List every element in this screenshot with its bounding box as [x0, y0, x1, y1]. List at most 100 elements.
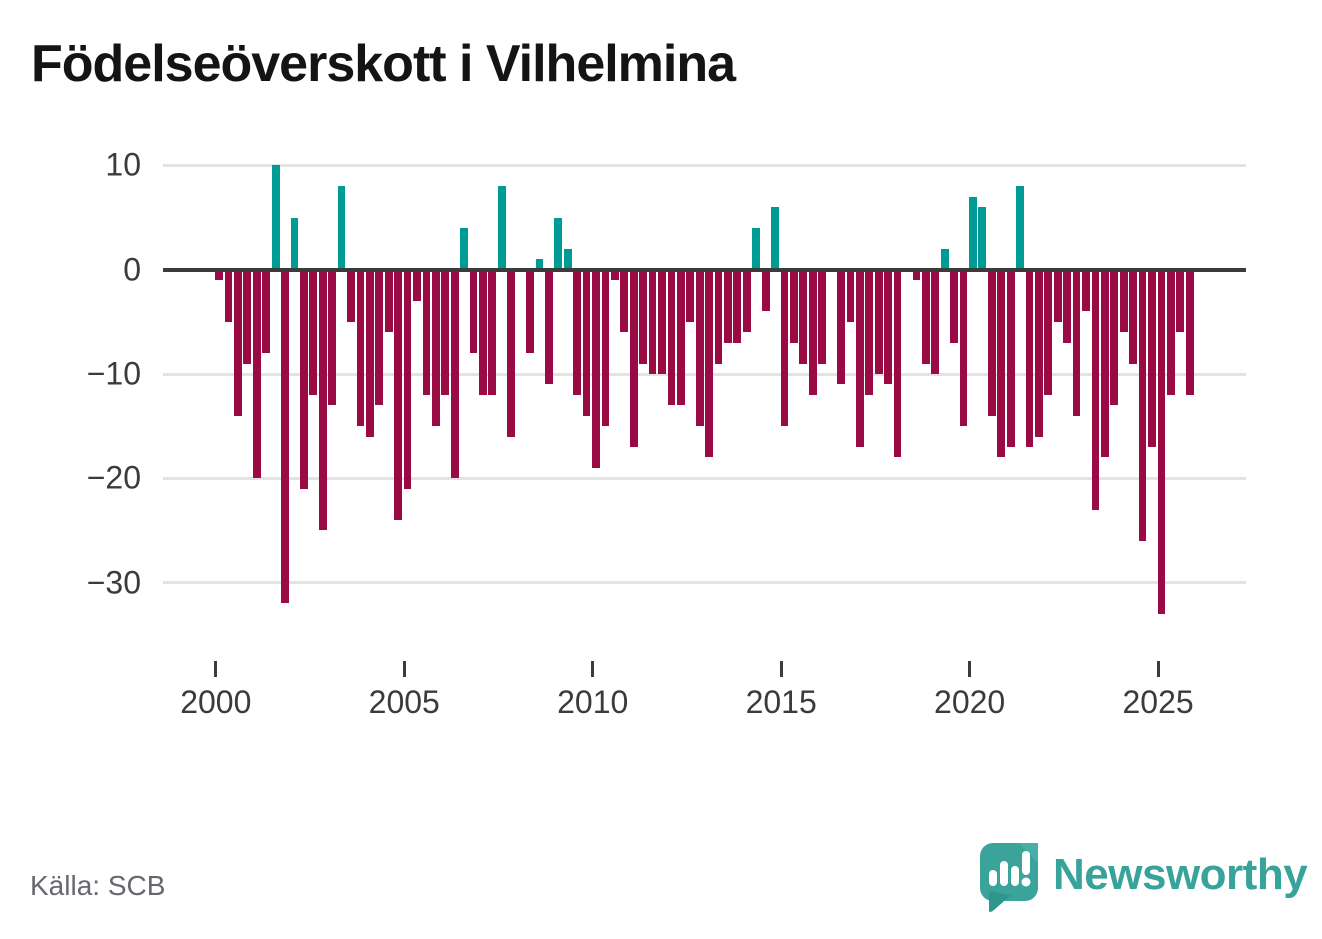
bar-2008-Q2 [526, 269, 534, 354]
bar-2004-Q2 [375, 269, 384, 406]
bar-2011-Q2 [639, 269, 648, 364]
bar-2005-Q2 [413, 269, 421, 301]
chart-title: Födelseöverskott i Vilhelmina [31, 35, 736, 93]
bar-2003-Q3 [347, 269, 355, 322]
bar-2018-Q3 [912, 269, 921, 281]
bar-2000-Q1 [215, 269, 223, 281]
bar-2009-Q1 [554, 217, 563, 270]
source-caption: Källa: SCB [30, 870, 166, 901]
y-axis-label--20: −20 [86, 459, 141, 496]
newsworthy-logo-icon: Newsworthy [980, 843, 1309, 912]
bar-2010-Q2 [601, 269, 610, 427]
bar-2015-Q4 [808, 269, 817, 395]
bar-2016-Q3 [837, 269, 845, 385]
bar-2014-Q3 [761, 269, 770, 312]
bar-2014-Q2 [752, 227, 761, 270]
bar-2007-Q1 [479, 269, 487, 395]
bar-2003-Q2 [337, 186, 346, 270]
bar-2021-Q3 [1025, 269, 1034, 447]
bar-2004-Q3 [384, 269, 393, 333]
bar-2013-Q3 [724, 269, 732, 343]
bar-2019-Q4 [959, 269, 968, 427]
bar-2006-Q1 [441, 269, 450, 395]
x-axis-tick-2015 [779, 661, 783, 677]
bar-2007-Q2 [488, 269, 497, 395]
bar-2012-Q1 [667, 269, 676, 406]
bar-2022-Q2 [1053, 269, 1062, 322]
x-axis-tick-2010 [591, 661, 595, 677]
bar-2025-Q2 [1166, 269, 1175, 395]
bar-2015-Q1 [780, 269, 789, 427]
bar-2006-Q4 [469, 269, 478, 354]
bar-2006-Q3 [460, 227, 468, 270]
bar-2021-Q1 [1006, 269, 1015, 447]
bar-2006-Q2 [450, 269, 459, 479]
bar-2008-Q3 [535, 259, 544, 270]
bar-2000-Q4 [243, 269, 252, 364]
bar-2019-Q3 [950, 269, 958, 343]
bar-2005-Q4 [431, 269, 440, 427]
x-axis-tick-2020 [968, 661, 972, 677]
bar-2018-Q1 [893, 269, 902, 458]
bar-2000-Q2 [224, 269, 233, 322]
y-axis-label-10: 10 [105, 146, 141, 183]
bar-2019-Q2 [940, 248, 949, 270]
bar-2011-Q3 [648, 269, 657, 374]
bar-2020-Q1 [969, 196, 977, 270]
bar-2011-Q4 [658, 269, 666, 374]
x-axis-label-2010: 2010 [557, 684, 629, 720]
bar-2007-Q3 [497, 186, 506, 270]
bar-2024-Q1 [1119, 269, 1128, 333]
bar-2022-Q3 [1063, 269, 1072, 343]
bar-2016-Q4 [846, 269, 855, 322]
bar-2009-Q4 [582, 269, 591, 416]
bar-2015-Q2 [790, 269, 798, 343]
x-axis-label-2015: 2015 [745, 684, 817, 720]
bar-2015-Q3 [799, 269, 808, 364]
y-axis-label-0: 0 [123, 251, 141, 288]
bar-2002-Q3 [309, 269, 318, 395]
bar-2007-Q4 [507, 269, 516, 437]
bar-2017-Q2 [865, 269, 874, 395]
y-axis-label--10: −10 [86, 355, 141, 392]
bar-2013-Q4 [733, 269, 742, 343]
bar-2021-Q4 [1035, 269, 1043, 437]
bar-2005-Q3 [422, 269, 431, 395]
bar-2001-Q1 [252, 269, 261, 479]
x-axis-tick-2000 [214, 661, 218, 677]
bar-2003-Q4 [356, 269, 365, 427]
bar-2025-Q3 [1176, 269, 1185, 333]
bar-2023-Q2 [1091, 269, 1100, 510]
x-axis-label-2000: 2000 [180, 684, 252, 720]
x-axis-label-2005: 2005 [368, 684, 440, 720]
bar-2009-Q2 [563, 248, 572, 270]
bar-2017-Q1 [855, 269, 864, 447]
zero-axis-line [163, 267, 1246, 272]
bar-2002-Q4 [318, 269, 327, 531]
x-axis-label-2025: 2025 [1122, 684, 1194, 720]
gridline-y-10 [163, 163, 1246, 167]
bar-2022-Q1 [1044, 269, 1053, 395]
bar-2010-Q1 [592, 269, 600, 468]
bar-2003-Q1 [328, 269, 337, 406]
bar-2016-Q1 [818, 269, 827, 364]
bar-2012-Q3 [686, 269, 695, 322]
bar-2014-Q1 [742, 269, 751, 333]
bar-2002-Q2 [300, 269, 308, 489]
x-axis-tick-2005 [402, 661, 406, 677]
gridline-y--30 [163, 581, 1246, 585]
logo-bubble-icon [980, 843, 1038, 912]
bar-2024-Q3 [1138, 269, 1147, 541]
bar-2000-Q3 [234, 269, 242, 416]
y-axis-label--30: −30 [86, 564, 141, 601]
bar-2023-Q4 [1110, 269, 1119, 406]
bar-2024-Q2 [1129, 269, 1138, 364]
bar-2010-Q3 [610, 269, 619, 281]
bar-2022-Q4 [1072, 269, 1081, 416]
bar-2024-Q4 [1148, 269, 1156, 447]
bar-2008-Q4 [545, 269, 553, 385]
bar-2001-Q2 [262, 269, 271, 354]
bar-2004-Q4 [394, 269, 403, 520]
